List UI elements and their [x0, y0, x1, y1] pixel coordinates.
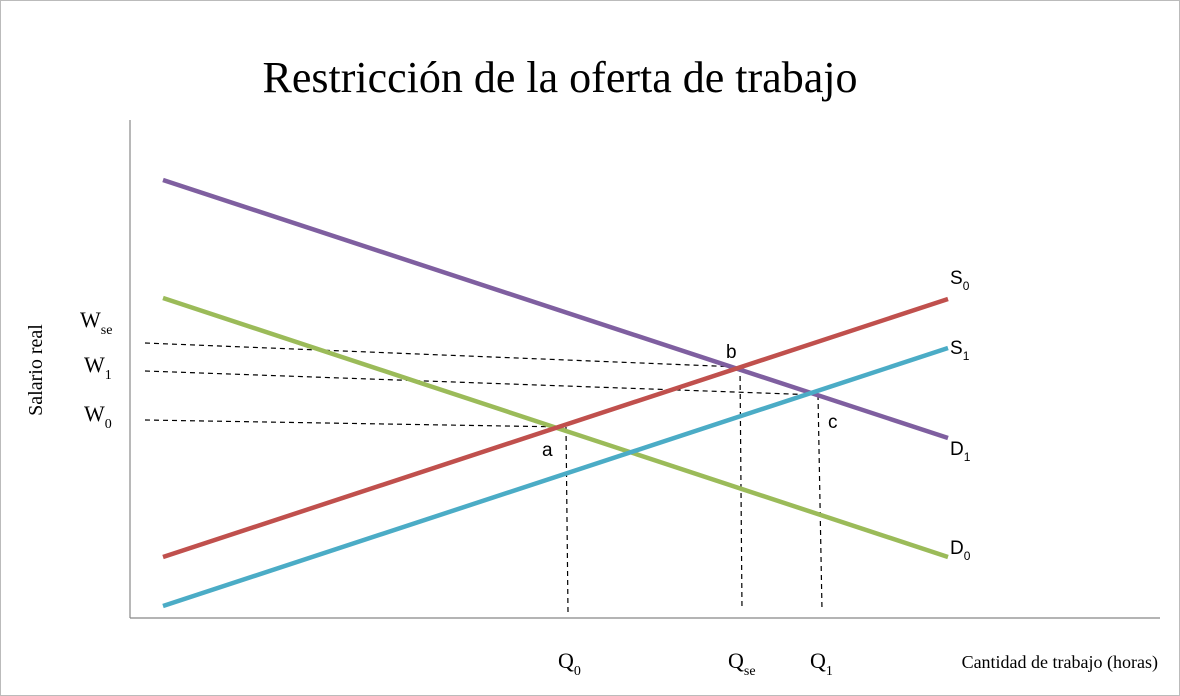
label-base: Q: [728, 648, 744, 673]
label-base: Q: [810, 648, 826, 673]
label-subscript: 1: [964, 450, 971, 464]
demand-curve: [162, 177, 949, 441]
label-base: Q: [558, 648, 574, 673]
point-label: a: [542, 440, 553, 461]
axis-mark-label: W1: [84, 352, 112, 383]
supply-curve: [162, 296, 949, 560]
label-base: W: [84, 401, 105, 426]
guide-line: [144, 419, 567, 428]
label-subscript: 1: [826, 664, 833, 679]
point-label: b: [726, 342, 737, 363]
axis-mark-label: Q0: [558, 648, 581, 679]
label-base: W: [84, 352, 105, 377]
axis-mark-label: Wse: [80, 307, 112, 338]
label-base: W: [80, 307, 101, 332]
guide-line: [144, 370, 819, 396]
curve-label: S0: [950, 268, 970, 293]
curve-label: D0: [950, 538, 971, 563]
label-base: D: [950, 538, 964, 559]
x-axis-label: Cantidad de trabajo (horas): [962, 652, 1158, 673]
label-base: S: [950, 338, 963, 359]
label-subscript: 1: [963, 349, 970, 363]
curve-label: S1: [950, 338, 970, 363]
title: Restricción de la oferta de trabajo: [263, 53, 858, 102]
curve-label: D1: [950, 439, 971, 464]
guide-line: [565, 426, 569, 613]
label-base: S: [950, 268, 963, 289]
label-subscript: 0: [105, 417, 112, 432]
supply-curve: [162, 345, 949, 609]
label-subscript: 0: [574, 664, 581, 679]
label-subscript: se: [101, 323, 113, 338]
label-subscript: 1: [105, 368, 112, 383]
axis-mark-label: W0: [84, 401, 112, 432]
y-axis-label: Salario real: [25, 324, 47, 416]
guide-line: [144, 342, 741, 368]
label-subscript: 0: [964, 549, 971, 563]
axis-mark-label: Qse: [728, 648, 756, 679]
label-subscript: se: [744, 664, 756, 679]
axis-mark-label: Q1: [810, 648, 833, 679]
point-label: c: [828, 412, 838, 433]
label-subscript: 0: [963, 279, 970, 293]
label-base: D: [950, 439, 964, 460]
